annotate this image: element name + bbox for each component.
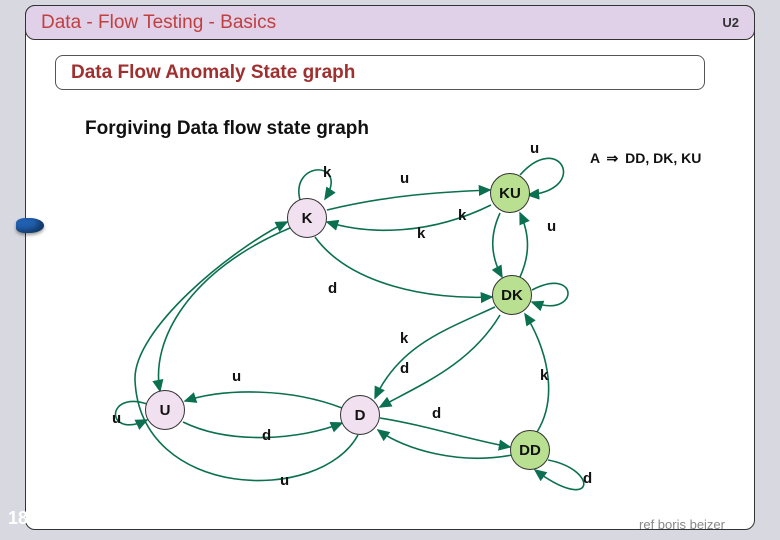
legend-A: A: [590, 150, 600, 166]
slide-title: Data - Flow Testing - Basics: [41, 12, 276, 34]
edge-label-DK_self_u: u: [547, 218, 556, 235]
node-DK-label: DK: [501, 287, 523, 304]
node-DD-label: DD: [519, 442, 541, 459]
node-K: K: [287, 198, 327, 238]
edge-label-DK_to_D_k: k: [400, 330, 408, 347]
node-KU: KU: [490, 173, 530, 213]
node-D-label: D: [355, 407, 366, 424]
edge-label-KU_DK_k_r: k: [458, 207, 466, 224]
edge-label-DD_to_DK_k: k: [540, 367, 548, 384]
node-U: U: [145, 390, 185, 430]
edge-label-U_to_D_d: d: [262, 427, 271, 444]
edge-label-K_to_KU_u: u: [400, 170, 409, 187]
edge-label-U_self_u: u: [112, 410, 121, 427]
edge-label-DD_self_d: d: [583, 470, 592, 487]
legend-arrow: ⇒: [603, 150, 621, 166]
legend: A ⇒ DD, DK, KU: [590, 150, 701, 167]
edge-label-D_to_DD_d: d: [432, 405, 441, 422]
edge-label-KU_DK_k_l: k: [417, 225, 425, 242]
title-bar: Data - Flow Testing - Basics U2: [25, 5, 755, 40]
node-DK: DK: [492, 275, 532, 315]
edge-label-K_to_DK_d: d: [328, 280, 337, 297]
page-number: 18: [8, 508, 28, 529]
bullet-decor: [16, 218, 44, 233]
footer-ref: ref boris beizer: [639, 517, 725, 532]
diagram-heading: Forgiving Data flow state graph: [85, 118, 369, 140]
node-K-label: K: [302, 210, 313, 227]
edge-label-D_to_U_u: u: [232, 368, 241, 385]
slide-subtitle: Data Flow Anomaly State graph: [71, 62, 355, 84]
node-KU-label: KU: [499, 185, 521, 202]
node-DD: DD: [510, 430, 550, 470]
edge-label-D_to_K_u_bottom: u: [280, 472, 289, 489]
unit-label: U2: [722, 15, 739, 30]
subtitle-box: Data Flow Anomaly State graph: [55, 55, 705, 90]
node-U-label: U: [160, 402, 171, 419]
edge-label-K_self_k: k: [323, 164, 331, 181]
edge-label-KU_self_u: u: [530, 140, 539, 157]
edge-label-DK_to_D_d: d: [400, 360, 409, 377]
node-D: D: [340, 395, 380, 435]
legend-rest: DD, DK, KU: [625, 150, 701, 166]
